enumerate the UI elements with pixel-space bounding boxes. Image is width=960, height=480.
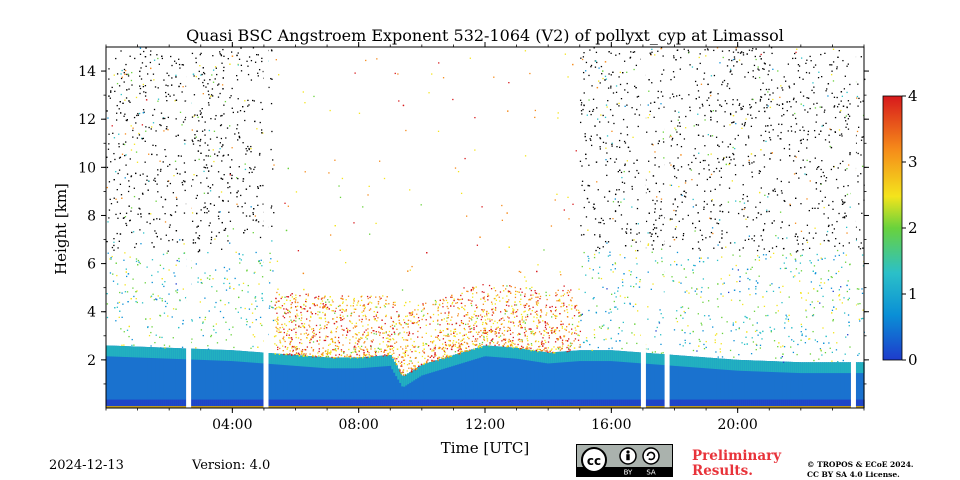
x-tick-label: 08:00 [338, 417, 378, 433]
license-line-1: © TROPOS & ECoE 2024. [807, 460, 914, 469]
colorbar-tick-label: 1 [908, 285, 918, 303]
colorbar-tick-label: 0 [908, 351, 918, 369]
colorbar-tick-label: 2 [908, 219, 918, 237]
preliminary-line-1: Preliminary [692, 448, 782, 464]
license-line-2: CC BY SA 4.0 License. [807, 470, 900, 479]
y-tick-label: 6 [87, 257, 96, 273]
chart-title: Quasi BSC Angstroem Exponent 532-1064 (V… [186, 26, 784, 45]
x-tick-label: 16:00 [591, 417, 631, 433]
x-tick-label: 12:00 [465, 417, 505, 433]
preliminary-note: Preliminary Results. [692, 449, 781, 479]
preliminary-line-2: Results. [692, 463, 753, 479]
plot-area [106, 47, 866, 408]
license-text: © TROPOS & ECoE 2024. CC BY SA 4.0 Licen… [807, 460, 914, 480]
colorbar-tick-label: 3 [908, 153, 918, 171]
y-axis-label: Height [km] [52, 183, 70, 275]
x-tick-label: 20:00 [717, 417, 757, 433]
x-axis-label: Time [UTC] [441, 439, 530, 457]
x-tick-label: 04:00 [212, 417, 252, 433]
footer-date: 2024-12-13 [49, 458, 124, 473]
y-tick-label: 8 [87, 208, 96, 224]
y-tick-label: 12 [78, 112, 96, 128]
y-tick-label: 10 [78, 160, 96, 176]
cc-logo-icon: cc BY SA [577, 447, 672, 477]
y-tick-label: 2 [87, 353, 96, 369]
colorbar [882, 95, 903, 361]
axes: 04:00 08:00 12:00 16:00 20:00 2 4 6 8 10 12 14 [78, 42, 869, 433]
cc-license-badge[interactable]: cc BY SA [576, 444, 673, 477]
y-tick-label: 4 [87, 305, 96, 321]
y-tick-label: 14 [78, 64, 96, 80]
colorbar-ticks: 0 1 2 3 4 [902, 87, 918, 369]
footer-version: Version: 4.0 [192, 458, 271, 473]
colorbar-tick-label: 4 [908, 87, 918, 105]
